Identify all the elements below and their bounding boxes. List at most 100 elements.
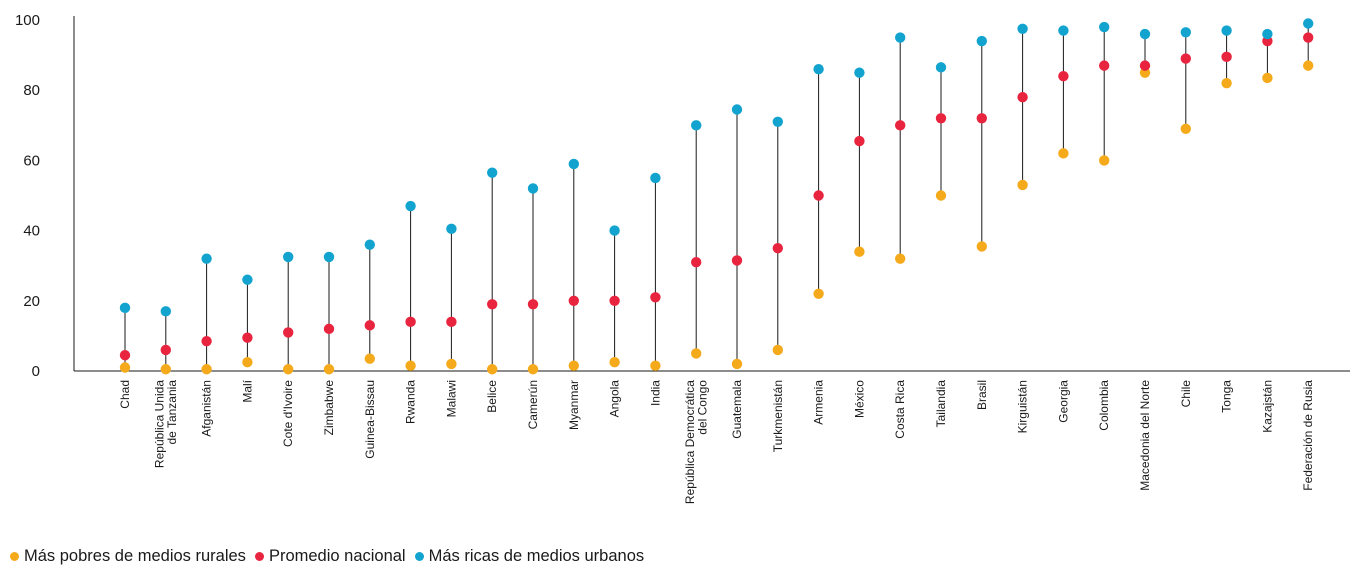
y-tick-label: 20 bbox=[23, 293, 40, 310]
rural-poor-point bbox=[772, 344, 783, 356]
x-category-label: Tailandia bbox=[934, 380, 948, 428]
legend-item-urban-rich: Más ricas de medios urbanos bbox=[414, 546, 645, 566]
national-average-point bbox=[935, 113, 947, 124]
x-category-label: India bbox=[648, 380, 662, 406]
legend-label-urban-rich: Más ricas de medios urbanos bbox=[428, 546, 645, 565]
rural-poor-point bbox=[119, 362, 131, 373]
rural-poor-point bbox=[283, 364, 294, 375]
urban-rich-point bbox=[1221, 25, 1232, 36]
x-category-label: Colombia bbox=[1097, 380, 1111, 431]
national-average-point bbox=[1180, 53, 1192, 64]
rural-poor-point bbox=[854, 246, 865, 257]
urban-rich-point bbox=[609, 225, 620, 236]
x-category-label: Brasil bbox=[975, 380, 989, 410]
urban-rich-point bbox=[242, 274, 253, 285]
urban-rich-point bbox=[527, 183, 539, 194]
urban-rich-point bbox=[976, 35, 987, 47]
range-stems bbox=[124, 23, 1309, 370]
x-category-label: República Unida bbox=[153, 380, 167, 468]
national-average-point bbox=[1139, 60, 1151, 71]
national-average-point bbox=[1303, 32, 1314, 43]
rural-poor-point bbox=[1058, 148, 1069, 159]
urban-rich-point bbox=[119, 302, 131, 314]
urban-rich-point bbox=[691, 120, 702, 131]
rural-poor-point bbox=[1262, 72, 1273, 84]
rural-poor-point bbox=[650, 360, 661, 371]
rural-poor-point bbox=[813, 288, 824, 299]
rural-poor-point bbox=[201, 364, 212, 375]
rural-poor-point bbox=[691, 348, 702, 359]
urban-rich-point bbox=[1017, 23, 1028, 34]
urban-rich-point bbox=[813, 63, 824, 75]
urban-rich-point bbox=[283, 251, 294, 263]
y-tick-label: 100 bbox=[15, 12, 40, 29]
national-average-point bbox=[242, 332, 253, 343]
y-tick-label: 60 bbox=[23, 152, 40, 169]
rural-poor-point bbox=[568, 360, 579, 371]
x-category-label: Costa Rica bbox=[893, 380, 907, 439]
legend-swatch-urban-rich bbox=[414, 551, 424, 561]
rural-poor-point bbox=[1180, 123, 1192, 135]
national-average-point bbox=[283, 327, 294, 338]
urban-rich-point bbox=[201, 253, 212, 264]
rural-poor-point bbox=[323, 364, 335, 375]
x-category-label: Angola bbox=[608, 380, 622, 418]
national-average-point bbox=[527, 299, 539, 310]
x-category-label: Malí bbox=[240, 379, 254, 402]
rural-poor-point bbox=[1099, 155, 1110, 166]
x-category-label: Afganistán bbox=[200, 380, 214, 437]
x-category-label: Camerún bbox=[526, 380, 540, 429]
x-category-label: Kazajstán bbox=[1260, 380, 1274, 433]
rural-poor-point bbox=[446, 358, 457, 370]
national-average-point bbox=[1221, 51, 1232, 63]
x-category-label: Belice bbox=[485, 380, 499, 413]
urban-rich-point bbox=[1180, 27, 1192, 38]
x-category-label: Macedonia del Norte bbox=[1138, 380, 1152, 491]
national-average-point bbox=[895, 120, 906, 131]
x-category-label: Guinea-Bissau bbox=[363, 380, 377, 459]
legend-label-national-average: Promedio nacional bbox=[268, 546, 406, 565]
rural-poor-point bbox=[364, 353, 375, 364]
national-average-point bbox=[446, 316, 457, 328]
x-category-label: Guatemala bbox=[730, 380, 744, 439]
x-category-label: Myanmar bbox=[567, 380, 581, 430]
rural-poor-point bbox=[731, 358, 743, 370]
x-category-label: Chad bbox=[118, 380, 132, 409]
rural-poor-point bbox=[1221, 77, 1232, 89]
rural-poor-point bbox=[935, 190, 947, 201]
rural-poor-point bbox=[405, 360, 416, 371]
urban-rich-point bbox=[446, 223, 457, 235]
x-category-label: de Tanzania bbox=[165, 380, 179, 445]
national-average-point bbox=[691, 256, 702, 268]
legend-label-rural-poor: Más pobres de medios rurales bbox=[24, 546, 246, 565]
national-average-point bbox=[813, 190, 824, 201]
national-average-point bbox=[1017, 92, 1028, 103]
rural-poor-point bbox=[609, 357, 620, 368]
rural-poor-point bbox=[895, 253, 906, 264]
x-category-label: Kirguistán bbox=[1016, 380, 1030, 433]
national-average-point bbox=[487, 299, 498, 310]
national-average-point bbox=[772, 242, 783, 254]
urban-rich-point bbox=[731, 104, 743, 115]
national-average-point bbox=[609, 295, 620, 306]
urban-rich-point bbox=[1099, 21, 1110, 33]
legend-item-rural-poor: Más pobres de medios rurales bbox=[10, 547, 246, 566]
y-tick-label: 80 bbox=[23, 82, 40, 99]
x-category-label: Zimbabwe bbox=[322, 380, 336, 436]
urban-rich-point bbox=[323, 251, 335, 263]
x-category-label: Tonga bbox=[1220, 380, 1234, 413]
national-average-point bbox=[405, 316, 416, 328]
x-category-label: Armenia bbox=[812, 380, 826, 425]
y-tick-label: 0 bbox=[32, 363, 40, 380]
urban-rich-point bbox=[895, 32, 906, 43]
national-average-point bbox=[201, 335, 212, 347]
rural-poor-point bbox=[487, 364, 498, 375]
legend-swatch-national-average bbox=[254, 551, 264, 561]
x-category-label: Rwanda bbox=[404, 380, 418, 424]
national-average-point bbox=[854, 135, 865, 147]
urban-rich-point bbox=[405, 200, 416, 212]
national-average-point bbox=[323, 323, 335, 335]
